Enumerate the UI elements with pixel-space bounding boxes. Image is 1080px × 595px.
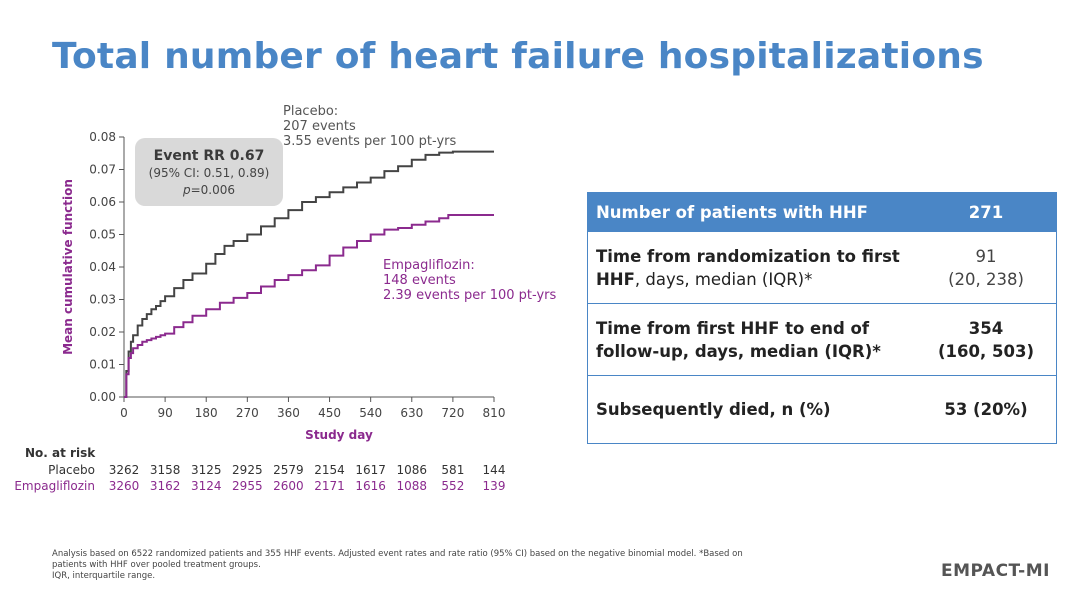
table-row-value-line: 53 (20%): [944, 400, 1028, 419]
risk-cell: 552: [441, 479, 465, 493]
placebo-annotation-line: Placebo:: [283, 104, 339, 119]
table-header-value: 271: [968, 202, 1004, 222]
table-row-value-line: 354: [968, 318, 1004, 338]
risk-cell: 2955: [232, 479, 263, 493]
risk-cell: 1088: [396, 479, 428, 493]
table-row-value-line: 91: [975, 246, 997, 266]
x-tick-label: 450: [318, 406, 341, 420]
risk-cell: 2925: [232, 463, 263, 477]
x-tick-label: 0: [120, 406, 128, 420]
rate-ratio-box: Event RR 0.67 (95% CI: 0.51, 0.89) p=0.0…: [135, 138, 283, 206]
risk-cell: 1086: [396, 463, 428, 477]
risk-cell: 3124: [190, 479, 222, 493]
risk-cell: 1616: [355, 479, 386, 493]
table-row-label-bold: Subsequently died, n (%): [596, 400, 831, 419]
y-tick-label: 0.00: [89, 390, 116, 404]
x-tick-label: 630: [400, 406, 423, 420]
table-row: Subsequently died, n (%) 53 (20%): [588, 375, 1056, 443]
risk-cell: 1617: [355, 463, 386, 477]
risk-cell: 3125: [190, 463, 222, 477]
table-row-label-rest: , days, median (IQR)*: [634, 269, 813, 289]
hhf-summary-table: Number of patients with HHF 271 Time fro…: [587, 192, 1057, 444]
risk-cell: 2600: [273, 479, 304, 493]
risk-cell: 2171: [314, 479, 345, 493]
slide-title: Total number of heart failure hospitaliz…: [52, 36, 984, 77]
x-tick-label: 360: [277, 406, 300, 420]
risk-cell: 3158: [149, 463, 181, 477]
risk-cell: 2154: [314, 463, 345, 477]
y-tick-label: 0.03: [89, 293, 116, 307]
empagliflozin-annotation-line: 148 events: [383, 273, 456, 288]
rate-ratio-p-value: p=0.006: [135, 182, 283, 199]
p-label: p: [182, 183, 191, 197]
empagliflozin-annotation-line: 2.39 events per 100 pt-yrs: [383, 288, 557, 303]
x-tick-label: 180: [195, 406, 218, 420]
footnote-line: IQR, interquartile range.: [52, 571, 156, 581]
risk-cell: 139: [482, 479, 506, 493]
table-row-label: Time from first HHF to end of follow-up,…: [588, 317, 926, 363]
y-tick-label: 0.04: [89, 260, 116, 274]
y-axis-title: Mean cumulative function: [61, 179, 75, 355]
table-row-value: 91 (20, 238): [926, 245, 1056, 291]
table-row-value: 53 (20%): [926, 398, 1056, 421]
footnote-line: Analysis based on 6522 randomized patien…: [52, 549, 743, 559]
risk-cell: 3260: [108, 479, 140, 493]
empagliflozin-annotation: Empagliflozin: 148 events 2.39 events pe…: [383, 258, 556, 303]
risk-cell: 3162: [149, 479, 181, 493]
footnote: Analysis based on 6522 randomized patien…: [52, 549, 872, 582]
p-value: =0.006: [190, 183, 236, 197]
footnote-line: patients with HHF over pooled treatment …: [52, 560, 261, 570]
risk-cell: 144: [482, 463, 506, 477]
table-row-value-line: (20, 238): [948, 269, 1024, 289]
table-row-value: 354 (160, 503): [926, 317, 1056, 363]
table-row-value-line: (160, 503): [938, 341, 1034, 361]
table-row: Time from first HHF to end of follow-up,…: [588, 303, 1056, 375]
table-row-label-bold: Time from first HHF to end of follow-up,…: [596, 318, 881, 361]
y-tick-label: 0.02: [89, 325, 116, 339]
x-tick-label: 90: [157, 406, 172, 420]
placebo-annotation-line: 3.55 events per 100 pt-yrs: [283, 134, 457, 149]
empagliflozin-annotation-line: Empagliflozin:: [383, 258, 475, 273]
table-header-row: Number of patients with HHF 271: [588, 193, 1056, 231]
y-tick-label: 0.08: [89, 130, 116, 144]
table-row-label-bold: Time from randomization to first HHF: [596, 246, 900, 289]
empagliflozin-line: [124, 214, 494, 398]
y-tick-label: 0.05: [89, 228, 116, 242]
risk-table-header: No. at risk: [25, 446, 96, 460]
x-axis-title: Study day: [305, 428, 373, 442]
y-tick-label: 0.06: [89, 195, 116, 209]
risk-cell: 581: [441, 463, 465, 477]
rate-ratio-title: Event RR 0.67: [153, 148, 265, 164]
x-tick-label: 810: [483, 406, 506, 420]
risk-cell: 3262: [108, 463, 140, 477]
risk-row-label-placebo: Placebo: [48, 463, 95, 477]
x-tick-label: 270: [236, 406, 259, 420]
rate-ratio-ci: (95% CI: 0.51, 0.89): [148, 166, 270, 180]
risk-row-label-empagliflozin: Empagliflozin: [14, 479, 95, 493]
table-row-label: Subsequently died, n (%): [588, 398, 926, 421]
table-row: Time from randomization to first HHF, da…: [588, 231, 1056, 303]
placebo-annotation-line: 207 events: [283, 119, 356, 134]
cumulative-hhf-chart: 0.00 0.01 0.02 0.03 0.04 0.05 0.06 0.07 0.08 0 90 1…: [61, 130, 506, 442]
y-tick-label: 0.01: [89, 358, 116, 372]
placebo-line: [124, 150, 494, 398]
table-header-label: Number of patients with HHF: [596, 202, 868, 222]
risk-cell: 2579: [273, 463, 304, 477]
table-row-label: Time from randomization to first HHF, da…: [588, 245, 926, 291]
y-tick-label: 0.07: [89, 163, 116, 177]
brand-label: EMPACT-MI: [941, 561, 1050, 581]
x-tick-label: 720: [441, 406, 464, 420]
placebo-annotation: Placebo: 207 events 3.55 events per 100 …: [283, 104, 456, 149]
x-tick-label: 540: [359, 406, 382, 420]
